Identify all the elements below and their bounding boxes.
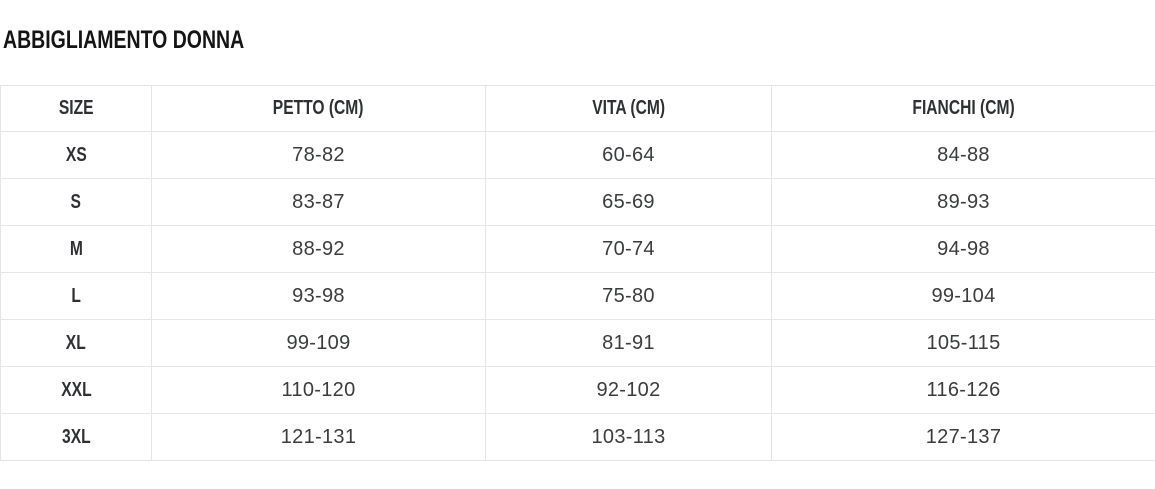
col-header-fianchi-label: FIANCHI (CM) xyxy=(912,97,1015,119)
vita-cell: 92-102 xyxy=(485,366,772,414)
table-row: M 88-92 70-74 94-98 xyxy=(0,225,1155,273)
col-header-fianchi: FIANCHI (CM) xyxy=(771,85,1155,132)
table-row: 3XL 121-131 103-113 127-137 xyxy=(0,413,1155,461)
fianchi-cell: 99-104 xyxy=(771,272,1155,320)
size-label: XS xyxy=(65,143,87,166)
vita-cell: 75-80 xyxy=(485,272,772,320)
petto-cell: 78-82 xyxy=(151,131,486,179)
col-header-size-label: SIZE xyxy=(58,97,94,119)
size-cell: S xyxy=(0,178,152,226)
table-row: XL 99-109 81-91 105-115 xyxy=(0,319,1155,367)
petto-cell: 121-131 xyxy=(151,413,486,461)
col-header-size: SIZE xyxy=(0,85,152,132)
fianchi-cell: 84-88 xyxy=(771,131,1155,179)
petto-cell: 99-109 xyxy=(151,319,486,367)
size-cell: 3XL xyxy=(0,413,152,461)
fianchi-cell: 89-93 xyxy=(771,178,1155,226)
col-header-petto: PETTO (CM) xyxy=(151,85,486,132)
vita-cell: 81-91 xyxy=(485,319,772,367)
size-label: 3XL xyxy=(61,425,91,448)
petto-cell: 83-87 xyxy=(151,178,486,226)
table-row: L 93-98 75-80 99-104 xyxy=(0,272,1155,320)
petto-cell: 110-120 xyxy=(151,366,486,414)
vita-cell: 60-64 xyxy=(485,131,772,179)
vita-cell: 65-69 xyxy=(485,178,772,226)
size-cell: XL xyxy=(0,319,152,367)
table-row: XXL 110-120 92-102 116-126 xyxy=(0,366,1155,414)
fianchi-cell: 116-126 xyxy=(771,366,1155,414)
col-header-petto-label: PETTO (CM) xyxy=(273,97,364,119)
col-header-vita: VITA (CM) xyxy=(485,85,772,132)
size-label: XXL xyxy=(60,378,92,401)
header-row: SIZE PETTO (CM) VITA (CM) FIANCHI (CM) xyxy=(0,85,1155,132)
page-title: ABBIGLIAMENTO DONNA xyxy=(3,28,312,53)
page-title-text: ABBIGLIAMENTO DONNA xyxy=(3,26,245,54)
size-chart-table: SIZE PETTO (CM) VITA (CM) FIANCHI (CM) X… xyxy=(0,85,1155,461)
size-cell: M xyxy=(0,225,152,273)
petto-cell: 93-98 xyxy=(151,272,486,320)
size-cell: XS xyxy=(0,131,152,179)
size-label: M xyxy=(69,237,83,260)
vita-cell: 70-74 xyxy=(485,225,772,273)
col-header-vita-label: VITA (CM) xyxy=(592,97,665,119)
fianchi-cell: 105-115 xyxy=(771,319,1155,367)
size-cell: L xyxy=(0,272,152,320)
petto-cell: 88-92 xyxy=(151,225,486,273)
table-row: XS 78-82 60-64 84-88 xyxy=(0,131,1155,179)
size-label: S xyxy=(70,190,82,213)
size-cell: XXL xyxy=(0,366,152,414)
size-label: XL xyxy=(66,331,86,354)
fianchi-cell: 94-98 xyxy=(771,225,1155,273)
table-row: S 83-87 65-69 89-93 xyxy=(0,178,1155,226)
fianchi-cell: 127-137 xyxy=(771,413,1155,461)
vita-cell: 103-113 xyxy=(485,413,772,461)
size-label: L xyxy=(71,284,81,307)
